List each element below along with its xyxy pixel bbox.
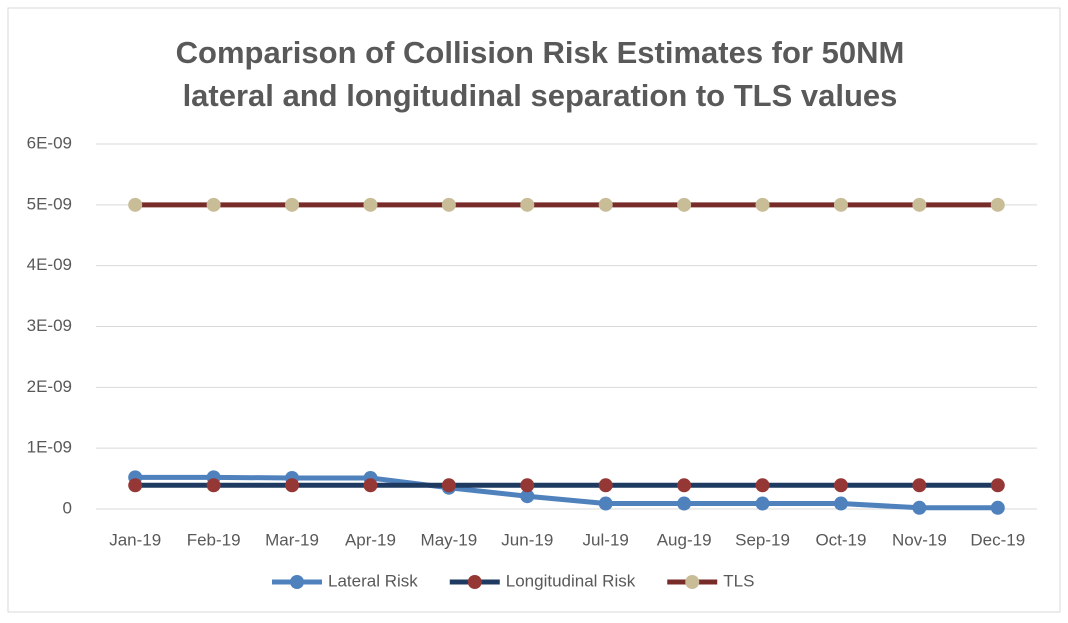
- series-marker: [990, 500, 1005, 515]
- legend-label: Longitudinal Risk: [506, 571, 636, 590]
- legend-label: TLS: [723, 571, 754, 590]
- x-tick-label: May-19: [421, 530, 478, 549]
- series-marker: [128, 197, 143, 212]
- series-marker: [441, 478, 456, 493]
- series-marker: [520, 478, 535, 493]
- legend-marker: [685, 575, 700, 589]
- series-marker: [598, 496, 613, 511]
- y-tick-label: 1E-09: [27, 438, 72, 457]
- series-marker: [677, 496, 692, 511]
- series-marker: [755, 197, 770, 212]
- x-tick-label: Jun-19: [501, 530, 553, 549]
- series-marker: [285, 478, 300, 493]
- chart-border: [7, 7, 1061, 613]
- y-tick-label: 6E-09: [27, 133, 72, 152]
- series-marker: [285, 197, 300, 212]
- series-marker: [833, 496, 848, 511]
- series-marker: [912, 197, 927, 212]
- series-marker: [755, 478, 770, 493]
- series-marker: [912, 500, 927, 515]
- x-tick-label: Jul-19: [583, 530, 629, 549]
- series-marker: [598, 197, 613, 212]
- legend-marker: [467, 575, 482, 589]
- x-tick-label: Jan-19: [109, 530, 161, 549]
- y-tick-label: 5E-09: [27, 194, 72, 213]
- series-marker: [128, 478, 143, 493]
- y-tick-label: 4E-09: [27, 255, 72, 274]
- series-marker: [520, 489, 535, 504]
- x-tick-label: Dec-19: [970, 530, 1025, 549]
- series-marker: [912, 478, 927, 493]
- x-tick-label: Apr-19: [345, 530, 396, 549]
- series-line: [132, 474, 1001, 511]
- series-marker: [598, 478, 613, 493]
- x-tick-label: Sep-19: [735, 530, 790, 549]
- series-marker: [363, 197, 378, 212]
- series-marker: [520, 197, 535, 212]
- series-marker: [206, 197, 221, 212]
- series-marker: [206, 478, 221, 493]
- series-marker: [363, 478, 378, 493]
- y-tick-label: 0: [63, 498, 72, 517]
- y-tick-label: 2E-09: [27, 377, 72, 396]
- series-marker: [833, 197, 848, 212]
- x-tick-label: Nov-19: [892, 530, 947, 549]
- x-tick-label: Oct-19: [815, 530, 866, 549]
- series-marker: [990, 478, 1005, 493]
- x-tick-label: Aug-19: [657, 530, 712, 549]
- y-tick-label: 3E-09: [27, 316, 72, 335]
- x-tick-label: Feb-19: [187, 530, 241, 549]
- legend-marker: [290, 575, 304, 589]
- series-marker: [755, 496, 770, 511]
- series-marker: [677, 478, 692, 493]
- chart-title: Comparison of Collision Risk Estimates f…: [176, 35, 905, 70]
- series-marker: [677, 197, 692, 212]
- series-marker: [833, 478, 848, 493]
- legend-label: Lateral Risk: [328, 571, 418, 590]
- x-tick-label: Mar-19: [265, 530, 319, 549]
- chart-title: lateral and longitudinal separation to T…: [183, 78, 898, 113]
- series-marker: [441, 197, 456, 212]
- series-marker: [990, 197, 1005, 212]
